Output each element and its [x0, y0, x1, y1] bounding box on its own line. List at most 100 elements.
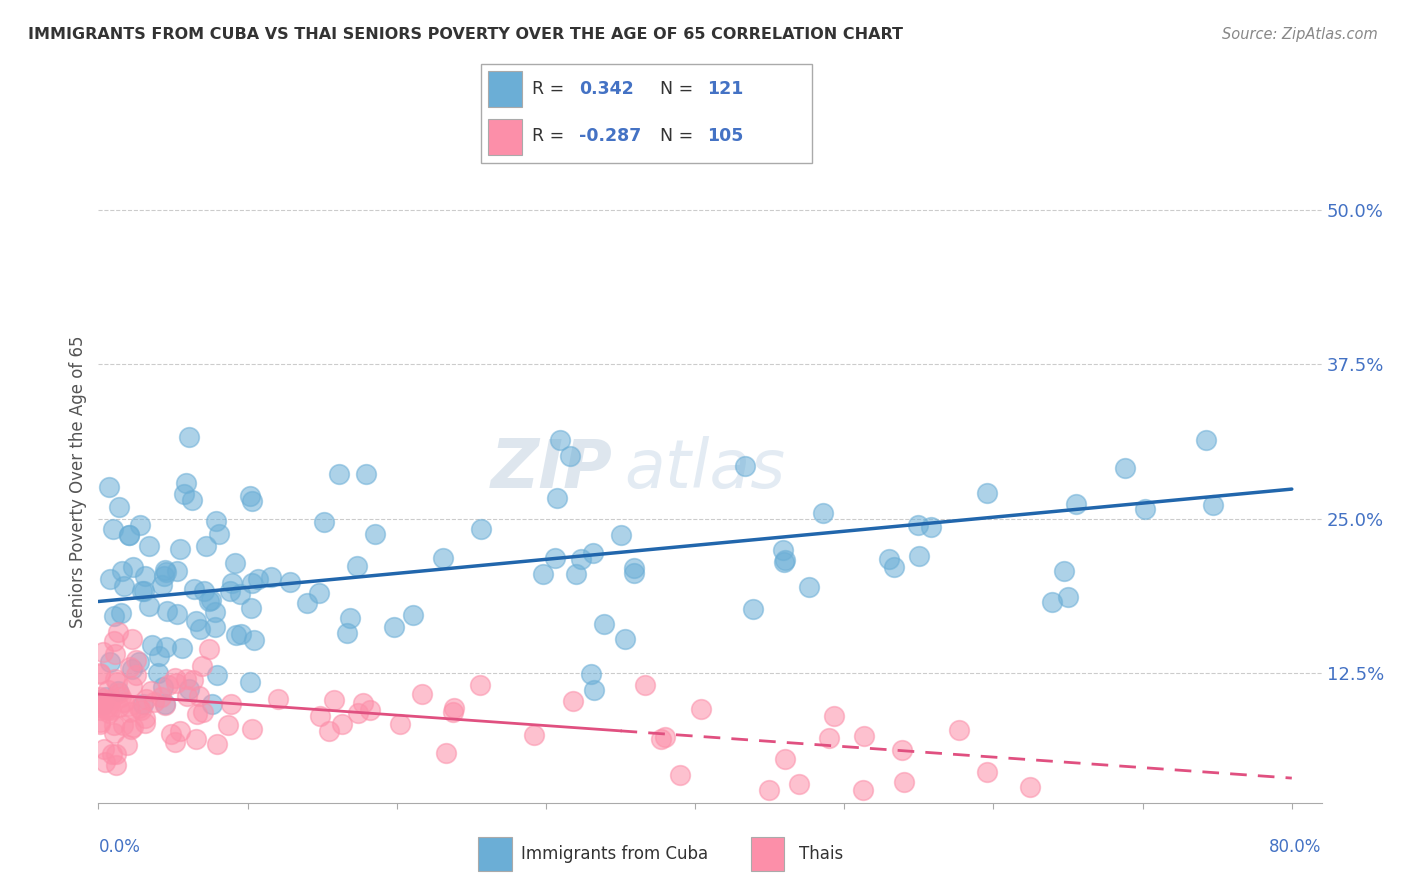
Text: -0.287: -0.287 [579, 128, 641, 145]
Point [734, 458, 756, 473]
Point [174, 673, 197, 687]
Point [93, 741, 115, 756]
Point [891, 742, 914, 756]
Point [121, 662, 143, 676]
Point [1057, 591, 1080, 605]
Point [186, 731, 208, 746]
Point [94, 690, 117, 704]
Point [132, 697, 155, 711]
Point [389, 717, 412, 731]
Point [150, 577, 173, 591]
Point [197, 593, 219, 607]
Point [110, 606, 132, 620]
Point [134, 711, 156, 725]
Text: R =: R = [531, 80, 569, 98]
Point [141, 638, 163, 652]
FancyBboxPatch shape [488, 119, 522, 155]
Point [89, 666, 111, 681]
Point [108, 700, 131, 714]
Point [89, 703, 111, 717]
Point [347, 706, 370, 720]
Point [907, 518, 929, 533]
Point [117, 738, 139, 752]
Point [558, 449, 581, 463]
Point [470, 522, 492, 536]
Point [243, 633, 266, 648]
Point [128, 655, 150, 669]
Point [1064, 498, 1087, 512]
Point [118, 705, 141, 719]
Point [166, 607, 188, 621]
Point [240, 601, 263, 615]
Point [565, 567, 588, 582]
Point [93, 692, 115, 706]
Point [121, 560, 143, 574]
Point [128, 701, 150, 715]
Text: Thais: Thais [799, 845, 842, 863]
Point [107, 625, 129, 640]
Point [177, 430, 200, 444]
Text: 80.0%: 80.0% [1270, 838, 1322, 856]
Text: 0.342: 0.342 [579, 80, 634, 98]
Point [174, 476, 197, 491]
Text: N =: N = [661, 80, 699, 98]
Point [155, 640, 177, 654]
Point [823, 708, 845, 723]
Point [96, 699, 118, 714]
Point [139, 684, 162, 698]
Point [153, 563, 176, 577]
Point [163, 671, 186, 685]
Point [89, 690, 111, 705]
Point [229, 586, 252, 600]
Point [118, 699, 141, 714]
Point [193, 706, 215, 720]
Point [156, 604, 179, 618]
Point [103, 634, 125, 648]
Point [224, 556, 246, 570]
Point [562, 694, 585, 708]
Point [186, 707, 208, 722]
Point [121, 632, 143, 646]
Point [100, 747, 122, 761]
Point [155, 566, 177, 580]
Point [111, 564, 134, 578]
Point [112, 695, 135, 709]
Point [346, 558, 368, 573]
Point [111, 717, 134, 731]
Point [322, 692, 344, 706]
Point [308, 586, 330, 600]
Point [104, 747, 127, 761]
Point [742, 602, 765, 616]
Point [441, 705, 464, 719]
Point [583, 683, 606, 698]
Point [173, 487, 195, 501]
Point [100, 692, 122, 706]
Text: 121: 121 [707, 80, 744, 98]
Point [758, 783, 780, 797]
Point [205, 514, 228, 528]
Point [623, 566, 645, 581]
Point [1202, 499, 1225, 513]
Point [240, 493, 263, 508]
Point [131, 584, 153, 599]
Point [773, 553, 796, 567]
FancyBboxPatch shape [488, 70, 522, 106]
Point [328, 467, 350, 482]
Point [103, 725, 125, 739]
Point [184, 614, 207, 628]
Point [129, 703, 152, 717]
Point [773, 556, 796, 570]
Point [132, 583, 155, 598]
Point [443, 700, 465, 714]
Point [118, 527, 141, 541]
Point [100, 655, 122, 669]
Point [157, 678, 180, 692]
Point [773, 752, 796, 766]
Point [877, 551, 900, 566]
Point [593, 617, 616, 632]
Point [240, 575, 263, 590]
Point [166, 565, 188, 579]
Point [1114, 460, 1136, 475]
Point [411, 687, 433, 701]
Point [851, 783, 873, 797]
